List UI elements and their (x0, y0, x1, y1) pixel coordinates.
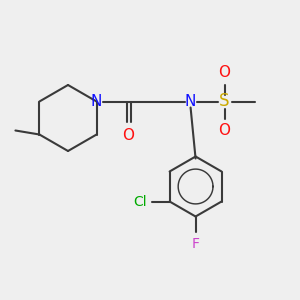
Text: N: N (91, 94, 102, 109)
Text: F: F (192, 236, 200, 250)
Text: O: O (123, 128, 135, 143)
Text: S: S (219, 92, 230, 110)
Text: Cl: Cl (133, 194, 146, 208)
Text: O: O (219, 123, 231, 138)
Text: O: O (219, 65, 231, 80)
Text: N: N (185, 94, 196, 109)
